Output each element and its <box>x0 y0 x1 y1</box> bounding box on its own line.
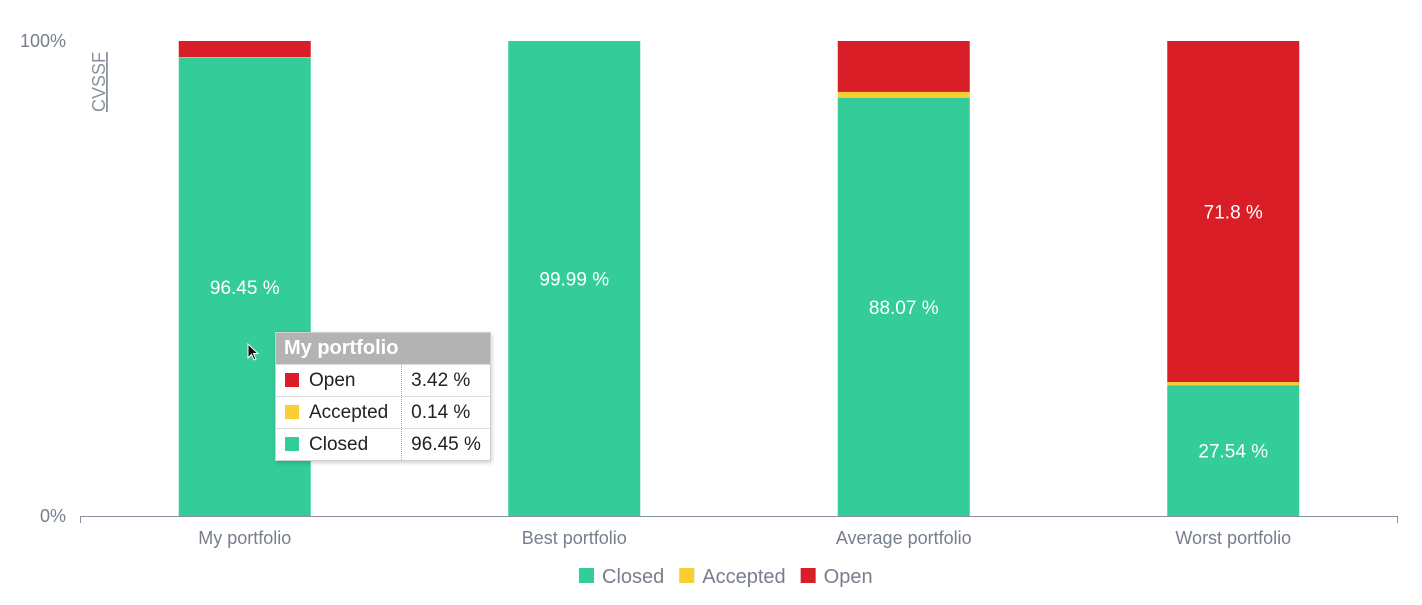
legend-item-accepted[interactable]: Accepted <box>702 566 785 588</box>
legend: Closed Accepted Open <box>579 566 873 588</box>
x-tick-label: Average portfolio <box>836 528 972 548</box>
bar-data-label: 99.99 % <box>539 270 609 291</box>
x-tick-label: Worst portfolio <box>1175 528 1291 548</box>
y-axis-label: CVSSF <box>89 52 109 112</box>
tooltip-row-value: 3.42 % <box>401 364 490 397</box>
y-axis: 0% 100% <box>20 31 66 526</box>
bar-segment-closed[interactable] <box>508 41 641 517</box>
mouse-cursor-icon <box>247 343 260 361</box>
bar-segment-accepted[interactable] <box>178 57 311 58</box>
legend-swatch-open[interactable] <box>800 568 816 583</box>
tooltip-row-value: 0.14 % <box>401 396 490 429</box>
open-swatch <box>285 372 299 387</box>
tooltip-row-name: Open <box>309 369 356 391</box>
bar-data-label: 27.54 % <box>1198 442 1268 463</box>
x-axis: My portfolio Best portfolio Average portfo… <box>80 516 1398 548</box>
tooltip: My portfolio Open 3.42 % Accepted 0.14 %… <box>275 332 491 461</box>
bar-segment-open[interactable] <box>837 41 970 92</box>
tooltip-row-accepted: Accepted 0.14 % <box>276 396 490 429</box>
legend-item-closed[interactable]: Closed <box>602 566 664 588</box>
x-tick-label: My portfolio <box>198 528 291 548</box>
legend-item-open[interactable]: Open <box>824 566 873 588</box>
bar-segment-closed[interactable] <box>837 97 970 516</box>
tooltip-table: Open 3.42 % Accepted 0.14 % Closed 96.45… <box>276 364 490 460</box>
tooltip-row-closed: Closed 96.45 % <box>276 428 490 460</box>
y-tick-label: 0% <box>40 506 66 526</box>
bars-group: 96.45 % 99.99 % 88.07 % 27.54 % 71.8 % <box>178 41 1300 517</box>
tooltip-row-open: Open 3.42 % <box>276 364 490 397</box>
bar-segment-accepted[interactable] <box>837 91 970 98</box>
bar-data-label: 88.07 % <box>869 298 939 319</box>
tooltip-row-value: 96.45 % <box>401 428 490 460</box>
tooltip-title: My portfolio <box>276 333 490 364</box>
tooltip-row-name: Accepted <box>309 401 389 423</box>
bar-segment-closed[interactable] <box>1167 385 1300 516</box>
bar-segment-open[interactable] <box>178 41 311 58</box>
x-tick-label: Best portfolio <box>522 528 627 548</box>
y-tick-label: 100% <box>20 31 66 51</box>
accepted-swatch <box>285 404 299 419</box>
tooltip-row-name: Closed <box>309 433 369 455</box>
closed-swatch <box>285 436 299 451</box>
bar-data-label: 71.8 % <box>1204 203 1263 224</box>
legend-swatch-closed[interactable] <box>579 568 594 583</box>
bar-data-label: 96.45 % <box>210 278 280 299</box>
bar-segment-accepted[interactable] <box>1167 382 1300 386</box>
bar-segment-open[interactable] <box>1167 41 1300 383</box>
legend-swatch-accepted[interactable] <box>679 568 695 583</box>
